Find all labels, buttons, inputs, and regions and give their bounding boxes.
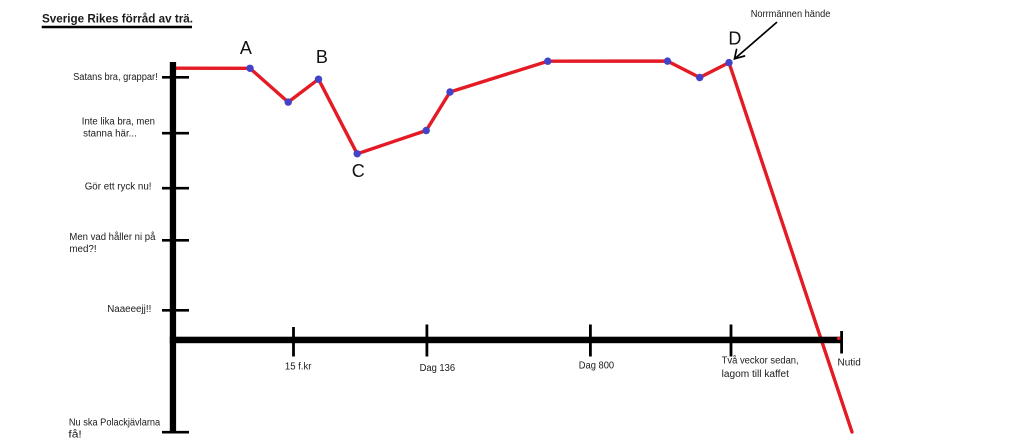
svg-text:Sverige Rikes förråd av trä.: Sverige Rikes förråd av trä. <box>42 12 193 26</box>
svg-text:lagom till kaffet: lagom till kaffet <box>722 369 790 380</box>
svg-text:Nu ska Polackjävlarna: Nu ska Polackjävlarna <box>69 418 161 429</box>
svg-text:Gör ett ryck nu!: Gör ett ryck nu! <box>85 182 152 193</box>
svg-text:Nutid: Nutid <box>838 358 861 369</box>
svg-text:Dag 800: Dag 800 <box>579 361 615 372</box>
svg-text:15 f.kr: 15 f.kr <box>285 361 312 372</box>
svg-text:Norrmännen hände: Norrmännen hände <box>751 9 831 20</box>
svg-text:få!: få! <box>68 429 81 441</box>
svg-text:med?!: med?! <box>69 244 96 255</box>
svg-text:A: A <box>240 38 252 58</box>
svg-text:Dag 136: Dag 136 <box>420 363 456 374</box>
svg-text:Men vad håller ni på: Men vad håller ni på <box>69 231 155 243</box>
svg-text:B: B <box>316 47 328 67</box>
svg-text:Naaeeejj!!: Naaeeejj!! <box>107 304 151 315</box>
svg-text:stanna här...: stanna här... <box>83 129 137 140</box>
svg-text:D: D <box>728 29 741 49</box>
svg-text:C: C <box>352 161 365 181</box>
svg-text:Satans bra, grappar!: Satans bra, grappar! <box>73 72 158 83</box>
svg-text:Två veckor sedan,: Två veckor sedan, <box>722 355 799 367</box>
svg-text:Inte lika bra, men: Inte lika bra, men <box>82 117 155 128</box>
